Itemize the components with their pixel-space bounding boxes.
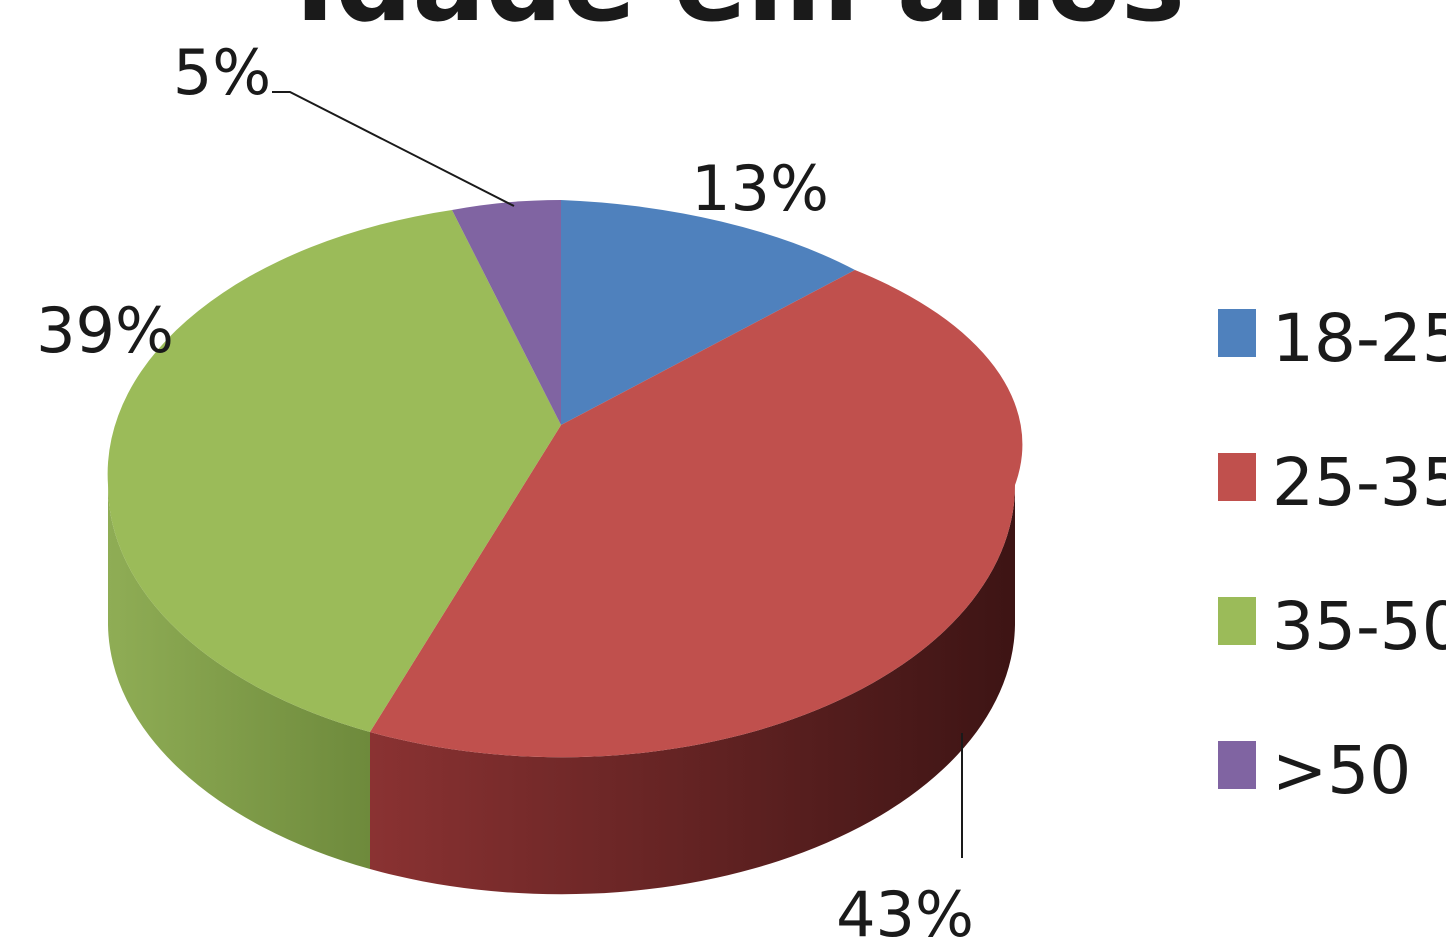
chart-title: Idade em anos bbox=[295, 0, 1185, 46]
pie-slice-25-35 bbox=[370, 270, 1023, 758]
data-label-over-50: 5% bbox=[173, 36, 271, 109]
pie-side-35-50 bbox=[107, 485, 370, 869]
pie-slice-35-50 bbox=[107, 210, 561, 732]
legend-swatch-over-50 bbox=[1218, 741, 1256, 789]
legend-swatch-18-25 bbox=[1218, 309, 1256, 357]
pie-slice-over-50 bbox=[452, 200, 561, 425]
legend-label-25-35: 25-35 bbox=[1272, 444, 1446, 521]
legend-label-over-50: >50 bbox=[1272, 732, 1411, 809]
data-label-18-25: 13% bbox=[691, 152, 829, 225]
legend-swatch-35-50 bbox=[1218, 597, 1256, 645]
legend-label-18-25: 18-25 bbox=[1272, 300, 1446, 377]
data-label-35-50: 39% bbox=[36, 294, 174, 367]
legend-swatch-25-35 bbox=[1218, 453, 1256, 501]
pie-slice-18-25 bbox=[561, 200, 855, 425]
legend-label-35-50: 35-50 bbox=[1272, 588, 1446, 665]
data-label-25-35: 43% bbox=[836, 878, 974, 941]
pie-side-25-35 bbox=[370, 485, 1016, 895]
legend: 18-25 25-35 35-50 >50 bbox=[1218, 300, 1446, 809]
leader-line-5 bbox=[272, 91, 515, 207]
